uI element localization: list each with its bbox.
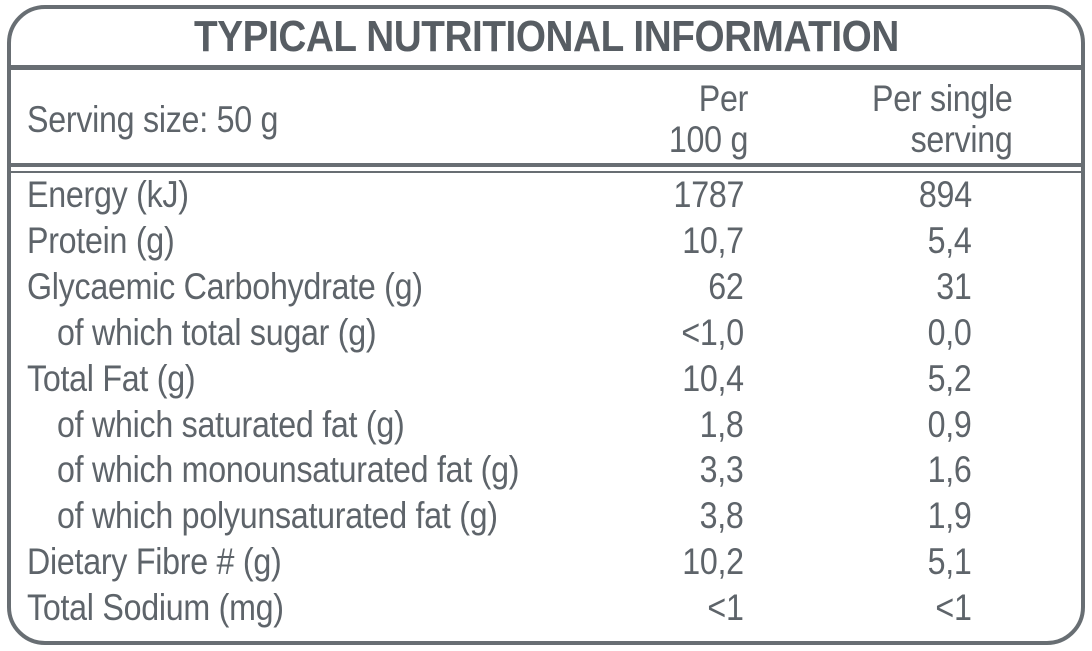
per-100g-header-line1: Per <box>698 78 749 119</box>
nutrition-facts-panel: TYPICAL NUTRITIONAL INFORMATION Serving … <box>7 5 1085 645</box>
per-serving-header-line2: serving <box>910 119 1013 160</box>
row-label: Protein (g) <box>27 220 175 262</box>
row-label: of which saturated fat (g) <box>57 403 405 445</box>
panel-title: TYPICAL NUTRITIONAL INFORMATION <box>193 12 899 61</box>
title-separator-rule <box>11 65 1081 70</box>
row-label: Total Fat (g) <box>27 357 196 399</box>
panel-title-bar: TYPICAL NUTRITIONAL INFORMATION <box>11 9 1081 65</box>
row-value-per-100g: 10,2 <box>682 541 744 583</box>
row-label: Glycaemic Carbohydrate (g) <box>27 266 423 308</box>
column-header-per-serving: Per single serving <box>851 78 1081 161</box>
row-value-per-serving: 5,4 <box>928 220 972 262</box>
row-value-per-serving: 1,9 <box>928 495 972 537</box>
table-row: of which monounsaturated fat (g) 3,3 1,6 <box>11 448 1081 494</box>
row-value-per-100g: <1,0 <box>681 311 744 353</box>
row-value-per-serving: 894 <box>919 174 972 216</box>
row-value-per-100g: 3,8 <box>700 495 744 537</box>
row-value-per-serving: <1 <box>935 587 972 629</box>
row-value-per-100g: 3,3 <box>700 449 744 491</box>
row-value-per-serving: 1,6 <box>928 449 972 491</box>
row-value-per-100g: 10,7 <box>682 220 744 262</box>
table-row: Total Sodium (mg) <1 <1 <box>11 585 1081 631</box>
table-row: Glycaemic Carbohydrate (g) 62 31 <box>11 264 1081 310</box>
serving-size-cell: Serving size: 50 g <box>11 99 591 141</box>
row-label: Total Sodium (mg) <box>27 587 284 629</box>
row-value-per-100g: <1 <box>707 587 744 629</box>
table-header-row: Serving size: 50 g Per 100 g Per single … <box>11 70 1081 163</box>
serving-size-label: Serving size: 50 g <box>27 98 279 140</box>
table-row: Dietary Fibre # (g) 10,2 5,1 <box>11 539 1081 585</box>
per-serving-header-line1: Per single <box>871 78 1013 119</box>
row-value-per-serving: 5,2 <box>928 357 972 399</box>
row-value-per-serving: 5,1 <box>928 541 972 583</box>
row-label: of which total sugar (g) <box>57 311 377 353</box>
table-row: Energy (kJ) 1787 894 <box>11 173 1081 219</box>
row-value-per-100g: 10,4 <box>682 357 744 399</box>
header-separator-rule-thin <box>11 170 1081 173</box>
row-value-per-serving: 0,9 <box>928 403 972 445</box>
table-row: of which total sugar (g) <1,0 0,0 <box>11 310 1081 356</box>
row-label: Energy (kJ) <box>27 174 189 216</box>
table-row: of which polyunsaturated fat (g) 3,8 1,9 <box>11 493 1081 539</box>
row-value-per-100g: 1,8 <box>700 403 744 445</box>
row-value-per-serving: 31 <box>936 266 973 308</box>
row-value-per-100g: 62 <box>708 266 745 308</box>
row-label: of which monounsaturated fat (g) <box>57 449 520 491</box>
nutrition-table-body: Energy (kJ) 1787 894 Protein (g) 10,7 5,… <box>11 173 1081 642</box>
table-row: Protein (g) 10,7 5,4 <box>11 218 1081 264</box>
row-value-per-100g: 1787 <box>673 174 744 216</box>
column-header-per-100g: Per 100 g <box>591 78 851 161</box>
per-100g-header-line2: 100 g <box>668 119 749 160</box>
row-label: of which polyunsaturated fat (g) <box>57 495 498 537</box>
row-value-per-serving: 0,0 <box>928 311 972 353</box>
header-separator-rule-thick <box>11 162 1081 167</box>
row-label: Dietary Fibre # (g) <box>27 541 282 583</box>
table-row: of which saturated fat (g) 1,8 0,9 <box>11 402 1081 448</box>
table-row: Total Fat (g) 10,4 5,2 <box>11 356 1081 402</box>
